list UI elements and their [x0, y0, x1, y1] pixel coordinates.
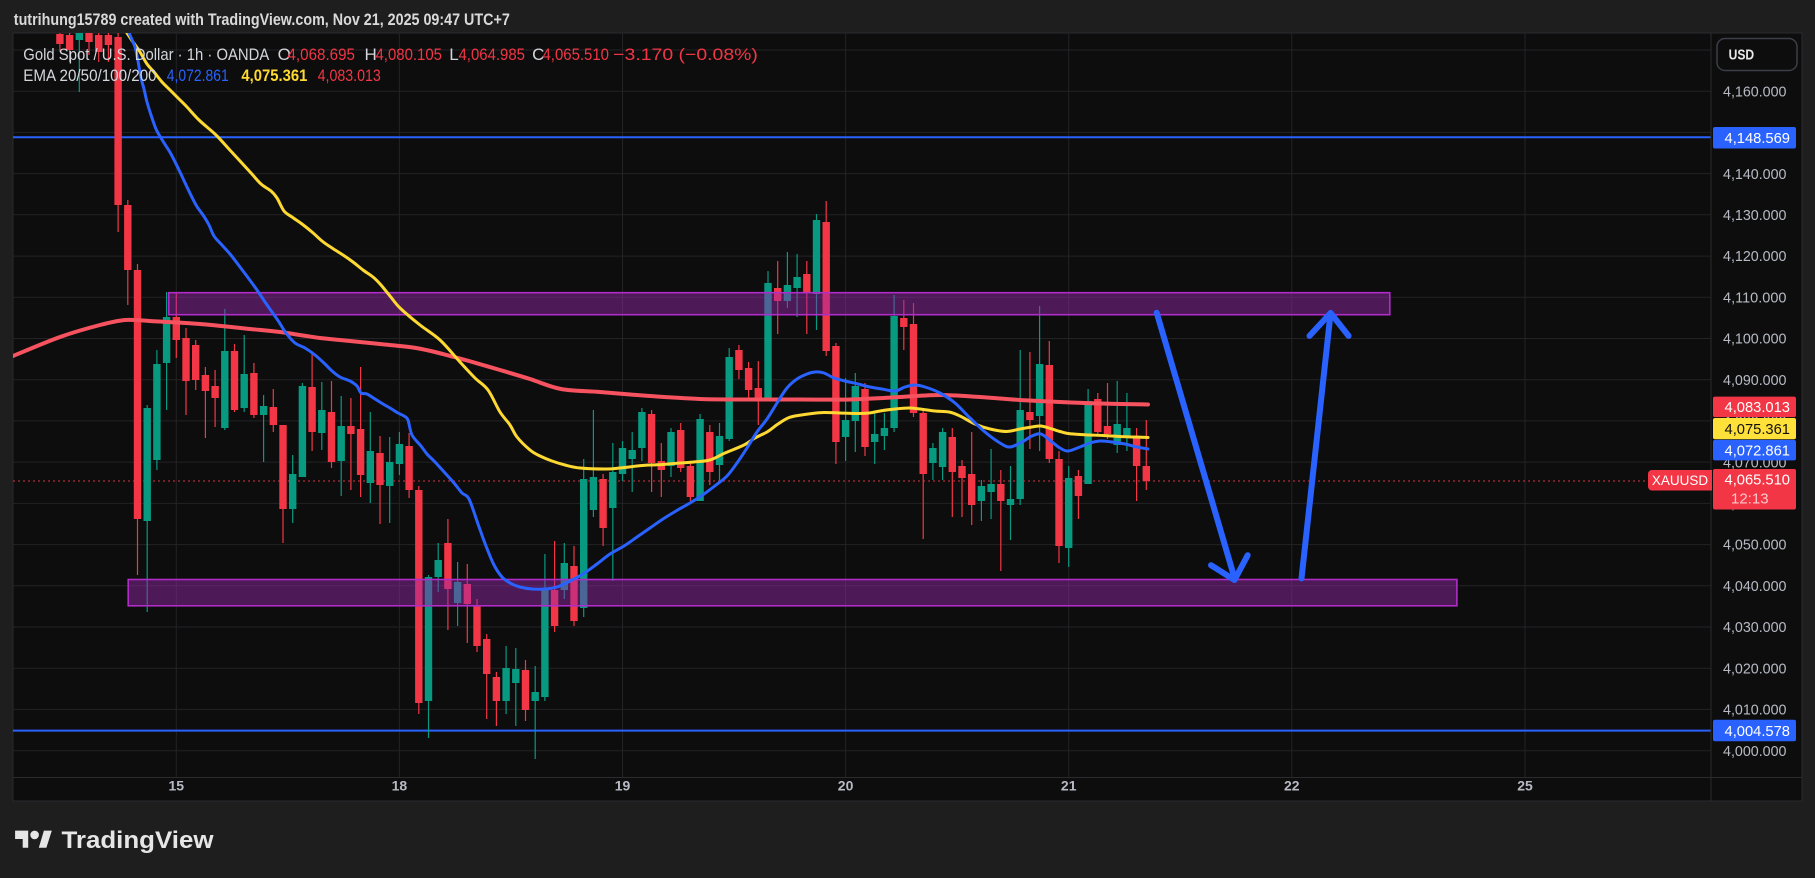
svg-text:4,010.000: 4,010.000 — [1723, 702, 1787, 719]
svg-text:20: 20 — [838, 778, 854, 794]
svg-text:21: 21 — [1061, 778, 1077, 794]
svg-text:4,083.013: 4,083.013 — [1725, 399, 1791, 416]
svg-text:4,075.361: 4,075.361 — [1725, 421, 1791, 438]
svg-text:TradingView: TradingView — [62, 827, 214, 854]
svg-text:Gold Spot / U.S. Dollar · 1h ·: Gold Spot / U.S. Dollar · 1h · OANDA — [23, 45, 270, 64]
svg-text:15: 15 — [169, 778, 185, 794]
svg-text:4,068.695: 4,068.695 — [288, 45, 356, 64]
svg-text:4,072.861: 4,072.861 — [1725, 442, 1791, 459]
svg-text:22: 22 — [1284, 778, 1300, 794]
svg-text:4,004.578: 4,004.578 — [1725, 723, 1791, 740]
svg-text:C: C — [532, 45, 544, 64]
svg-text:4,080.105: 4,080.105 — [376, 45, 443, 64]
svg-text:H: H — [365, 45, 377, 64]
svg-text:4,083.013: 4,083.013 — [318, 66, 381, 85]
svg-text:4,075.361: 4,075.361 — [241, 66, 307, 85]
svg-text:25: 25 — [1517, 778, 1533, 794]
svg-text:19: 19 — [615, 778, 631, 794]
svg-text:4,100.000: 4,100.000 — [1723, 331, 1787, 348]
svg-text:O: O — [278, 45, 291, 64]
svg-text:4,160.000: 4,160.000 — [1723, 83, 1787, 100]
svg-text:4,020.000: 4,020.000 — [1723, 660, 1787, 677]
svg-text:4,065.510: 4,065.510 — [1725, 472, 1791, 489]
svg-text:EMA 20/50/100/200: EMA 20/50/100/200 — [23, 66, 156, 85]
svg-text:4,040.000: 4,040.000 — [1723, 578, 1787, 595]
svg-text:−3.170 (−0.08%): −3.170 (−0.08%) — [613, 45, 758, 64]
svg-text:4,148.569: 4,148.569 — [1725, 130, 1791, 147]
svg-text:4,130.000: 4,130.000 — [1723, 207, 1787, 224]
svg-text:L: L — [449, 45, 458, 64]
svg-text:18: 18 — [392, 778, 408, 794]
svg-text:4,120.000: 4,120.000 — [1723, 248, 1787, 265]
svg-text:4,090.000: 4,090.000 — [1723, 372, 1787, 389]
svg-text:4,110.000: 4,110.000 — [1723, 290, 1787, 307]
svg-text:4,050.000: 4,050.000 — [1723, 537, 1787, 554]
svg-text:XAUUSD: XAUUSD — [1652, 473, 1709, 488]
svg-text:4,140.000: 4,140.000 — [1723, 166, 1787, 183]
svg-text:4,030.000: 4,030.000 — [1723, 619, 1787, 636]
svg-text:tutrihung15789 created with Tr: tutrihung15789 created with TradingView.… — [14, 10, 510, 29]
svg-text:12:13: 12:13 — [1731, 491, 1769, 508]
svg-text:4,072.861: 4,072.861 — [167, 66, 229, 85]
svg-text:4,000.000: 4,000.000 — [1723, 743, 1787, 760]
svg-text:4,064.985: 4,064.985 — [459, 45, 526, 64]
svg-text:USD: USD — [1729, 47, 1755, 64]
svg-text:4,065.510: 4,065.510 — [543, 45, 610, 64]
